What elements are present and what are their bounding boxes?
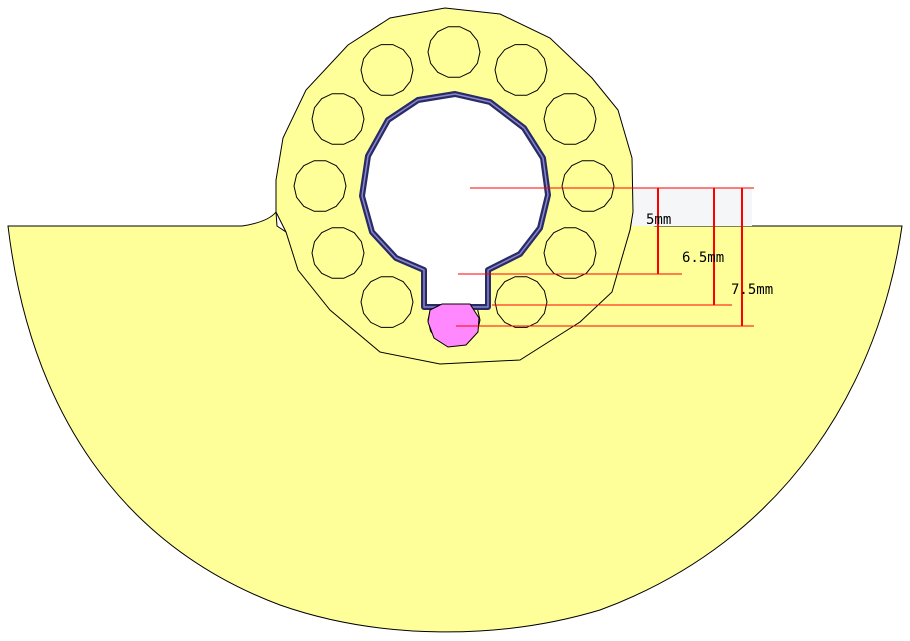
dimension-lines — [456, 187, 754, 327]
circular-hole — [293, 160, 347, 212]
circular-hole — [360, 276, 414, 328]
circular-hole — [561, 160, 615, 212]
circular-hole — [311, 227, 365, 279]
circular-hole — [543, 227, 597, 279]
circular-hole — [311, 93, 365, 145]
circular-hole — [543, 93, 597, 145]
dimension-label-6-5mm: 6.5mm — [682, 250, 724, 266]
groove-gap — [632, 188, 752, 226]
dimension-label-5mm: 5mm — [646, 212, 671, 228]
circular-hole — [427, 26, 481, 78]
circular-hole — [494, 276, 548, 328]
dimension-label-7-5mm: 7.5mm — [731, 282, 773, 298]
key-insert — [427, 303, 480, 348]
circular-hole — [494, 44, 548, 96]
holes-group — [293, 26, 615, 346]
circular-hole — [360, 44, 414, 96]
